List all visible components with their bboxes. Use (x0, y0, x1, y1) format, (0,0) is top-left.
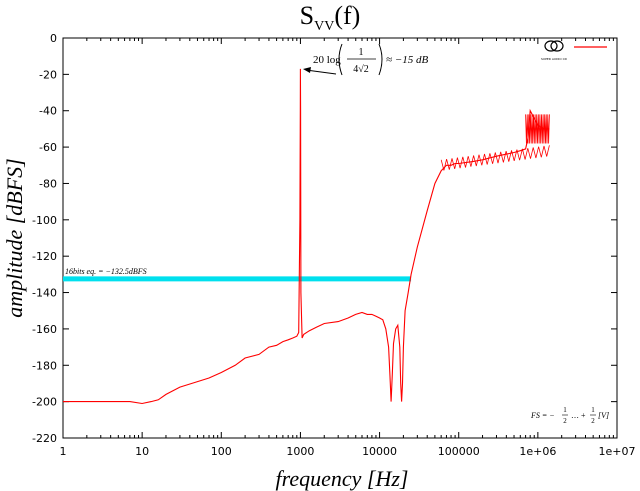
peak-annotation-right-paren (378, 43, 383, 76)
x-tick-label: 10000 (362, 445, 397, 458)
y-tick-label: -140 (32, 287, 57, 300)
series-spike-band (525, 114, 550, 144)
series-layer (63, 68, 550, 405)
fs-annotation-frac2-den: 2 (591, 417, 595, 425)
series-line-0 (63, 68, 550, 405)
y-tick-label: -100 (32, 214, 57, 227)
y-tick-label: -200 (32, 396, 57, 409)
x-tick-label: 100 (211, 445, 232, 458)
fs-annotation: FS = − 1 2 … + 1 2 [V] (530, 406, 609, 425)
y-tick-label: 0 (50, 32, 57, 45)
fs-annotation-tail: [V] (598, 411, 609, 420)
fs-annotation-frac2-num: 1 (591, 406, 595, 414)
x-axis-label: frequency [Hz] (276, 466, 409, 491)
series-noise-band (440, 145, 550, 171)
y-axis-ticks: 0 -20 -40 -60 -80 -100 -120 -140 -160 -180 -200 -22… (32, 32, 617, 445)
x-tick-label: 1e+06 (519, 445, 556, 458)
sacd-logo-text: SUPER AUDIO CD (541, 57, 568, 61)
fs-annotation-prefix: FS = − (530, 411, 555, 420)
peak-annotation-prefix: 20 log (313, 54, 341, 66)
fs-annotation-mid: … + (571, 411, 586, 420)
reference-line-label: 16bits eq. = −132.5dBFS (65, 267, 147, 276)
x-tick-label: 100000 (438, 445, 480, 458)
y-tick-label: -60 (39, 141, 57, 154)
y-tick-label: -80 (39, 177, 57, 190)
y-tick-label: -180 (32, 359, 57, 372)
sacd-logo: SUPER AUDIO CD (541, 40, 568, 61)
fs-annotation-frac1-den: 2 (563, 417, 567, 425)
plot-frame (62, 37, 618, 439)
chart-title-tail: (f) (334, 1, 360, 30)
chart-title-main: S (300, 1, 314, 30)
chart-title: SVV(f) (300, 1, 361, 34)
y-tick-label: -120 (32, 250, 57, 263)
x-tick-label: 1000 (286, 445, 314, 458)
y-axis-label: amplitude [dBFS] (2, 158, 27, 318)
peak-annotation-numerator: 1 (359, 47, 364, 58)
chart-title-sub: VV (314, 19, 334, 34)
legend: SUPER AUDIO CD (541, 40, 607, 61)
y-tick-label: -40 (39, 105, 57, 118)
x-tick-label: 1e+07 (599, 445, 636, 458)
fs-annotation-frac1-num: 1 (563, 406, 567, 414)
peak-annotation: 20 log 1 4√2 ≈ −15 dB (303, 43, 428, 76)
peak-annotation-suffix: ≈ −15 dB (386, 54, 428, 66)
x-tick-label: 1 (60, 445, 67, 458)
peak-annotation-arrow (305, 69, 337, 75)
y-tick-label: -220 (32, 432, 57, 445)
y-tick-label: -160 (32, 323, 57, 336)
peak-annotation-denominator: 4√2 (353, 64, 369, 75)
y-tick-label: -20 (39, 68, 57, 81)
x-axis-ticks: 1 10 100 1000 10000 100000 1e+06 1e+07 (60, 38, 636, 458)
x-tick-label: 10 (135, 445, 149, 458)
peak-annotation-left-paren (338, 43, 343, 76)
peak-annotation-arrowhead (303, 67, 311, 73)
